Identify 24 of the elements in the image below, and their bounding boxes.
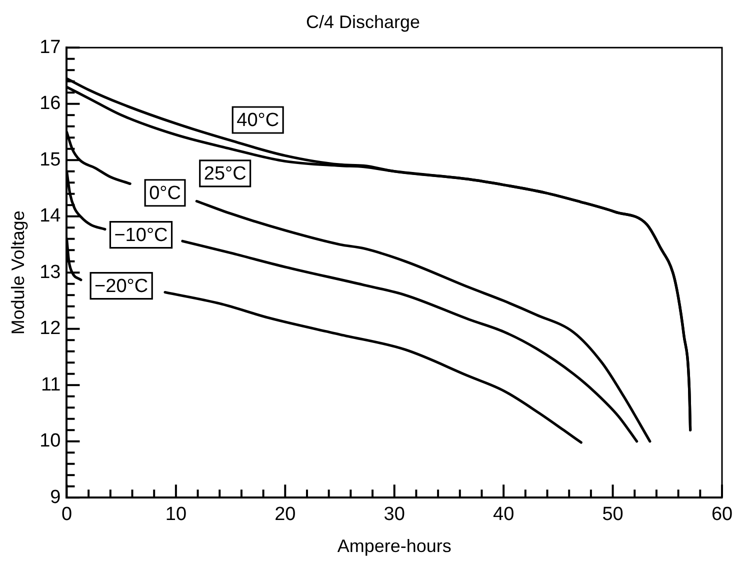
y-tick-label: 12 xyxy=(40,318,61,340)
chart-title: C/4 Discharge xyxy=(306,12,420,32)
y-tick-label: 13 xyxy=(40,262,61,283)
x-tick-label: 0 xyxy=(61,504,72,526)
x-tick-label: 10 xyxy=(165,504,187,526)
y-tick-label: 10 xyxy=(40,430,61,452)
y-tick-label: 9 xyxy=(50,486,61,508)
y-tick-label: 11 xyxy=(41,374,61,396)
x-tick-label: 60 xyxy=(711,504,733,526)
x-tick-label: 30 xyxy=(384,504,405,526)
y-tick-label: 16 xyxy=(40,93,61,114)
series-label: 25°C xyxy=(204,164,246,185)
x-tick-label: 20 xyxy=(274,504,296,526)
series-label: −20°C xyxy=(94,276,148,298)
y-tick-label: 14 xyxy=(40,206,62,227)
y-tick-label: 15 xyxy=(40,149,61,170)
x-tick-label: 40 xyxy=(493,504,514,526)
series-label: 40°C xyxy=(236,110,280,132)
x-tick-label: 50 xyxy=(602,504,624,526)
y-tick-label: 17 xyxy=(40,36,61,58)
legend-label: −10°C xyxy=(114,225,168,246)
y-axis-title: Module Voltage xyxy=(8,210,28,335)
series-label: 0°C xyxy=(149,183,181,204)
x-axis-title: Ampere-hours xyxy=(337,536,452,556)
